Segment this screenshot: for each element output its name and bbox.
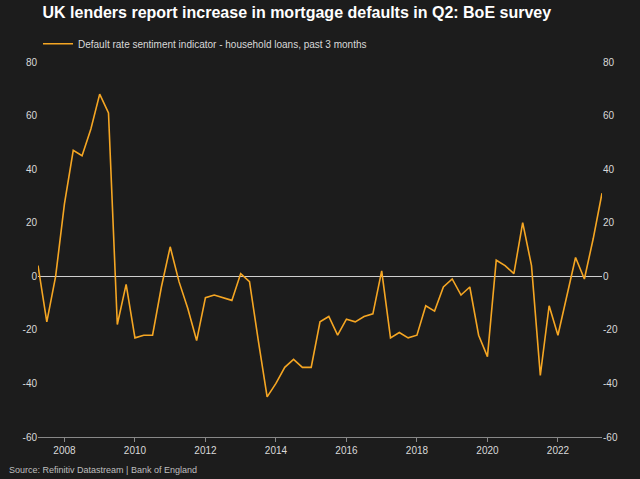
- svg-text:60: 60: [26, 110, 38, 121]
- svg-text:2016: 2016: [335, 445, 358, 456]
- svg-text:Default rate sentiment indicat: Default rate sentiment indicator - house…: [78, 39, 367, 50]
- svg-text:2020: 2020: [476, 445, 499, 456]
- svg-text:80: 80: [603, 57, 615, 68]
- svg-text:-20: -20: [603, 324, 618, 335]
- svg-text:60: 60: [603, 110, 615, 121]
- svg-text:80: 80: [26, 57, 38, 68]
- svg-text:40: 40: [603, 164, 615, 175]
- svg-text:Source: Refinitiv Datastream |: Source: Refinitiv Datastream | Bank of E…: [9, 465, 197, 475]
- svg-text:2012: 2012: [194, 445, 217, 456]
- svg-text:20: 20: [603, 217, 615, 228]
- svg-text:2014: 2014: [265, 445, 288, 456]
- svg-text:-40: -40: [603, 378, 618, 389]
- svg-text:40: 40: [26, 164, 38, 175]
- svg-text:2010: 2010: [124, 445, 147, 456]
- svg-text:2008: 2008: [53, 445, 76, 456]
- svg-text:-60: -60: [603, 432, 618, 443]
- svg-text:2022: 2022: [547, 445, 570, 456]
- svg-text:-40: -40: [23, 378, 38, 389]
- svg-text:2018: 2018: [406, 445, 429, 456]
- svg-text:0: 0: [31, 271, 37, 282]
- svg-text:0: 0: [603, 271, 609, 282]
- svg-text:-20: -20: [23, 324, 38, 335]
- svg-text:UK lenders report increase in: UK lenders report increase in mortgage d…: [43, 4, 552, 21]
- svg-text:20: 20: [26, 217, 38, 228]
- svg-text:-60: -60: [23, 432, 38, 443]
